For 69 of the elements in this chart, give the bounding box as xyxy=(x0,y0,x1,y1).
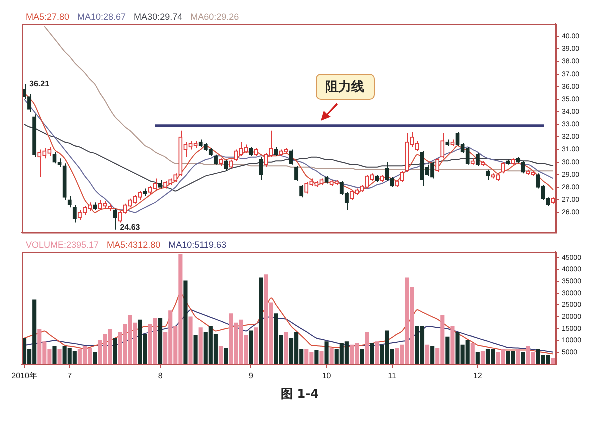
x-tick-label: 7 xyxy=(68,371,73,380)
candlestick xyxy=(436,158,440,173)
candlestick xyxy=(72,204,77,224)
bar xyxy=(188,316,193,364)
bar xyxy=(93,352,98,364)
bar xyxy=(375,342,380,364)
candlestick xyxy=(214,154,218,166)
bar xyxy=(320,351,324,364)
bar xyxy=(52,346,57,364)
text: MA30:29.74 xyxy=(134,12,183,22)
bar xyxy=(198,328,203,364)
caption: 图 1-4 xyxy=(280,386,320,403)
bar xyxy=(446,336,450,364)
bar xyxy=(521,352,526,364)
bar xyxy=(480,351,485,364)
bar xyxy=(113,338,118,364)
bar xyxy=(58,349,62,364)
bar xyxy=(476,352,480,364)
bar xyxy=(370,343,374,364)
candlestick xyxy=(476,153,480,167)
candlestick xyxy=(68,196,72,208)
text: VOLUME:2395.17 xyxy=(26,240,100,250)
bar xyxy=(254,328,258,364)
bar xyxy=(330,348,334,364)
annotation: 24.63 xyxy=(120,223,141,232)
bar xyxy=(158,318,163,364)
candlestick xyxy=(294,166,299,182)
bar xyxy=(365,332,370,364)
bar xyxy=(249,330,254,364)
x-tick-label: 8 xyxy=(158,371,164,380)
annotation: 36.21 xyxy=(30,79,50,88)
bar xyxy=(360,349,364,364)
bar xyxy=(551,358,556,364)
text: MA10:28.67 xyxy=(78,12,126,22)
bar xyxy=(284,332,289,364)
candlestick xyxy=(113,208,118,230)
candlestick xyxy=(22,84,27,100)
x-tick-label: 9 xyxy=(248,371,254,380)
ref-line-label: 阻力线 xyxy=(316,74,375,100)
bar xyxy=(218,346,224,364)
candlestick xyxy=(28,94,32,113)
text: MA60:29.26 xyxy=(190,12,240,22)
candlestick xyxy=(259,156,264,180)
bar xyxy=(184,280,188,364)
candlestick xyxy=(300,184,304,198)
line-series xyxy=(24,292,554,355)
bar xyxy=(314,350,319,364)
x-tick-label: 10 xyxy=(322,371,332,380)
x-tick-label: 12 xyxy=(473,371,483,380)
candlestick xyxy=(501,162,506,174)
line-series xyxy=(24,124,554,192)
bar xyxy=(516,349,520,364)
bar xyxy=(259,278,264,364)
x-tick-label: 11 xyxy=(388,371,397,380)
text: MA5:27.80 xyxy=(26,12,70,22)
text: MA10:5119.63 xyxy=(168,240,226,250)
candlestick xyxy=(289,149,294,166)
bar xyxy=(470,343,475,364)
bar xyxy=(450,326,455,364)
bar xyxy=(224,348,228,364)
candlestick xyxy=(440,132,445,160)
candlestick xyxy=(224,159,228,172)
text: MA5:4312.80 xyxy=(107,240,161,250)
candlestick xyxy=(486,169,490,180)
bar xyxy=(194,335,198,364)
x-tick-label: 2010年 xyxy=(12,371,38,380)
bar xyxy=(430,346,435,364)
bar xyxy=(426,344,430,364)
bar xyxy=(324,342,329,364)
